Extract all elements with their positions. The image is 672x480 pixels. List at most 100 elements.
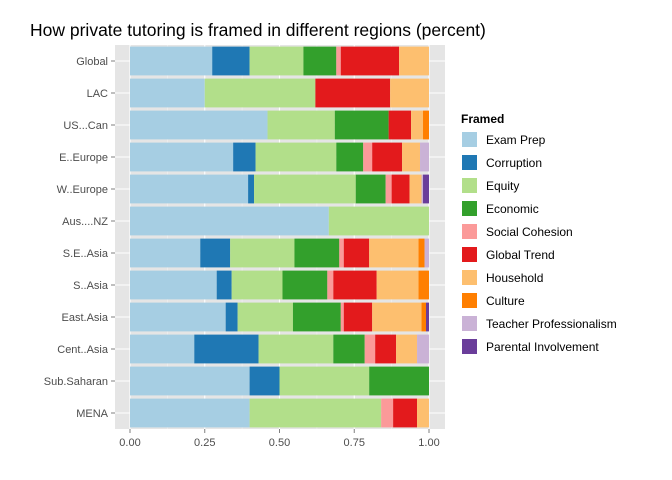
y-tick-label: S..Asia [73, 280, 109, 292]
legend-item: Economic [461, 197, 617, 220]
bar-segment [391, 174, 410, 204]
bar-segment [248, 174, 255, 204]
x-tick-label: 0.50 [269, 437, 290, 449]
x-axis: 0.00 0.25 0.50 0.75 1.00 [119, 429, 440, 449]
legend-label: Economic [486, 201, 539, 216]
legend-items: Exam Prep Corruption Equity Economic Social … [461, 128, 617, 358]
bar-segment [339, 238, 344, 268]
bar-segment [204, 78, 316, 108]
bar-segment [421, 302, 427, 332]
legend-swatch [461, 292, 478, 309]
bar-segment [423, 174, 429, 204]
legend-label: Corruption [486, 155, 543, 170]
legend: Framed Exam Prep Corruption Equity Economic… [461, 112, 617, 358]
bar-segment [333, 334, 365, 364]
bar-segment [375, 334, 397, 364]
bar-segment [420, 142, 429, 172]
bar-segment [418, 238, 425, 268]
legend-label: Global Trend [486, 247, 555, 262]
legend-title: Framed [461, 112, 505, 126]
x-tick-label: 0.00 [119, 437, 140, 449]
y-tick-label: East.Asia [62, 312, 109, 324]
bar-segment [254, 174, 356, 204]
y-tick-label: Global [76, 56, 108, 68]
bar-segment [334, 110, 389, 140]
legend-swatch [461, 223, 478, 240]
bar-segment [390, 78, 429, 108]
y-tick-label: Aus....NZ [62, 216, 108, 228]
bar-segment [130, 174, 249, 204]
bar-segment [424, 238, 429, 268]
legend-item: Household [461, 266, 617, 289]
legend-label: Social Cohesion [486, 224, 573, 239]
bar-segment [364, 334, 376, 364]
bar-segment [130, 270, 217, 300]
y-tick-label: Sub.Saharan [44, 376, 108, 388]
bar-segment [303, 46, 337, 76]
bar-segment [249, 46, 304, 76]
bar-segment [279, 366, 370, 396]
bar-segment [355, 174, 386, 204]
legend-label: Teacher Professionalism [486, 316, 617, 331]
legend-label: Culture [486, 293, 525, 308]
legend-swatch [461, 200, 478, 217]
bar-segment [333, 270, 377, 300]
legend-item: Social Cohesion [461, 220, 617, 243]
bar-segment [340, 46, 400, 76]
legend-item: Teacher Professionalism [461, 312, 617, 335]
bar-segment [340, 302, 344, 332]
legend-swatch [461, 246, 478, 263]
bars [130, 46, 429, 428]
legend-item: Culture [461, 289, 617, 312]
bar-segment [381, 398, 394, 428]
y-tick-label: MENA [76, 408, 108, 420]
bar-segment [267, 110, 335, 140]
bar-segment [417, 398, 429, 428]
bar-segment [237, 302, 293, 332]
x-tick-label: 1.00 [418, 437, 439, 449]
legend-item: Global Trend [461, 243, 617, 266]
bar-segment [315, 78, 391, 108]
bar-segment [376, 270, 419, 300]
bar-segment [363, 142, 373, 172]
bar-segment [249, 366, 280, 396]
bar-segment [421, 174, 424, 204]
bar-segment [327, 270, 334, 300]
bar-segment [258, 334, 334, 364]
bar-segment [130, 398, 250, 428]
bar-segment [409, 174, 422, 204]
bar-segment [216, 270, 232, 300]
bar-segment [130, 46, 213, 76]
legend-swatch [461, 154, 478, 171]
bar-segment [130, 206, 329, 236]
bar-segment [130, 366, 250, 396]
bar-segment [249, 398, 382, 428]
bar-segment [233, 142, 256, 172]
bar-segment [402, 142, 421, 172]
legend-swatch [461, 131, 478, 148]
bar-segment [328, 206, 429, 236]
legend-item: Equity [461, 174, 617, 197]
bar-segment [388, 110, 412, 140]
y-tick-label: S.E..Asia [63, 248, 109, 260]
bar-segment [130, 302, 226, 332]
bar-segment [418, 270, 429, 300]
bar-segment [130, 238, 201, 268]
y-tick-label: US...Can [63, 120, 108, 132]
bar-segment [372, 142, 403, 172]
bar-segment [336, 46, 341, 76]
legend-item: Exam Prep [461, 128, 617, 151]
bar-segment [369, 366, 429, 396]
legend-swatch [461, 338, 478, 355]
bar-segment [130, 78, 205, 108]
bar-segment [294, 238, 340, 268]
bar-segment [385, 174, 392, 204]
legend-swatch [461, 177, 478, 194]
legend-swatch [461, 315, 478, 332]
bar-segment [411, 110, 424, 140]
bar-segment [426, 302, 429, 332]
bar-segment [130, 334, 195, 364]
bar-segment [194, 334, 259, 364]
bar-segment [336, 142, 364, 172]
